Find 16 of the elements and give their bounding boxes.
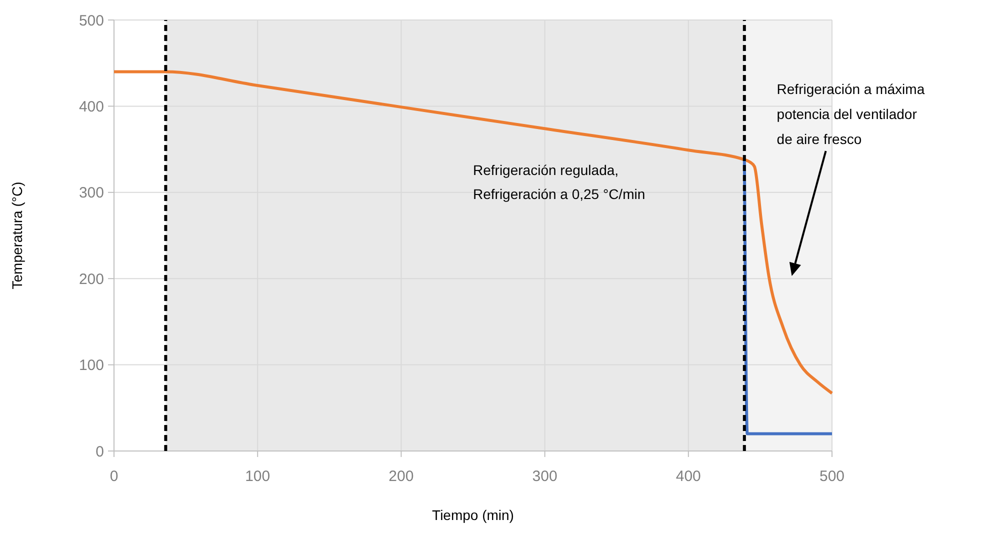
y-tick-label: 500 xyxy=(78,12,104,30)
y-tick-label: 100 xyxy=(78,357,104,374)
y-tick-label: 300 xyxy=(78,184,104,202)
y-tick-label: 0 xyxy=(96,443,104,460)
x-tick-label: 200 xyxy=(388,468,414,485)
y-tick-label: 400 xyxy=(78,98,104,116)
annotation: Refrigeración a máxima potencia del ventilador de aire fresco xyxy=(776,81,925,148)
annotation: Refrigeración regulada, Refrigeración a 0,25 °C/min xyxy=(473,162,646,202)
y-axis-title: Temperatura (°C) xyxy=(9,182,25,290)
x-tick-label: 0 xyxy=(110,468,118,485)
x-tick-label: 100 xyxy=(245,468,270,485)
x-tick-label: 300 xyxy=(532,468,558,485)
x-tick-label: 500 xyxy=(819,468,845,485)
y-tick-label: 200 xyxy=(78,270,104,288)
x-tick-label: 400 xyxy=(676,468,701,485)
x-axis-title: Tiempo (min) xyxy=(432,507,514,523)
